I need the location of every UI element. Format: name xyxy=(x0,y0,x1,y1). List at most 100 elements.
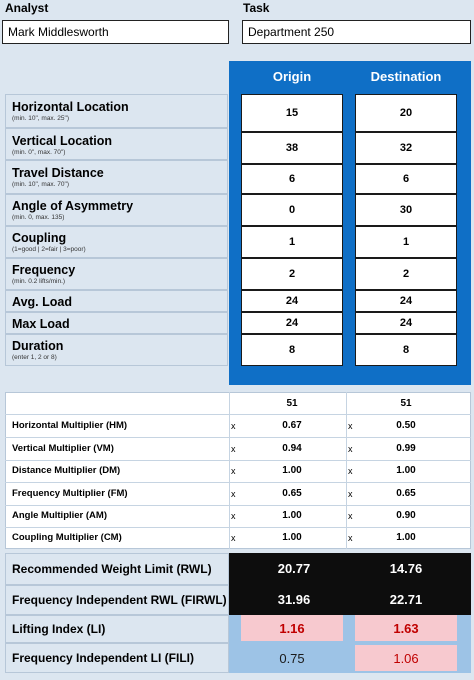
input-hint: (min. 0, max. 135) xyxy=(12,214,65,221)
origin-angle-input[interactable]: 0 xyxy=(241,194,343,226)
input-row-travel-distance: Travel Distance (min. 10", max. 70") xyxy=(5,160,228,194)
input-row-vertical-location: Vertical Location (min. 0", max. 70") xyxy=(5,128,228,160)
input-hint: (min. 0", max. 70") xyxy=(12,149,66,156)
origin-max-load-input[interactable]: 24 xyxy=(241,312,343,334)
times-sign: x xyxy=(348,421,353,431)
divider xyxy=(5,460,471,461)
origin-dm-value: 1.00 xyxy=(282,465,302,476)
input-hint: (min. 0.2 lifts/min.) xyxy=(12,278,66,285)
input-title: Frequency xyxy=(12,263,76,277)
destination-am-value: 0.90 xyxy=(396,510,416,521)
input-title: Vertical Location xyxy=(12,134,113,148)
origin-horizontal-location-input[interactable]: 15 xyxy=(241,94,343,132)
destination-firwl-value: 22.71 xyxy=(389,592,423,607)
destination-duration-input[interactable]: 8 xyxy=(355,334,457,366)
destination-cm-value: 1.00 xyxy=(396,532,416,543)
analyst-label: Analyst xyxy=(5,1,49,15)
origin-vm-value: 0.94 xyxy=(282,443,302,454)
destination-rwl-value: 14.76 xyxy=(389,561,423,576)
origin-vertical-location-input[interactable]: 38 xyxy=(241,132,343,164)
firwl-label: Frequency Independent RWL (FIRWL) xyxy=(12,593,227,607)
divider xyxy=(5,437,471,438)
firwl-label-cell xyxy=(5,585,229,615)
origin-cm-value: 1.00 xyxy=(282,532,302,543)
fili-label: Frequency Independent LI (FILI) xyxy=(12,651,195,665)
origin-rwl-value: 20.77 xyxy=(277,561,311,576)
multiplier-label-vm: Vertical Multiplier (VM) xyxy=(12,443,114,454)
input-hint: (min. 10", max. 70") xyxy=(12,181,69,188)
destination-angle-input[interactable]: 30 xyxy=(355,194,457,226)
input-hint: (min. 10", max. 25") xyxy=(12,115,69,122)
divider xyxy=(5,414,471,415)
input-title: Max Load xyxy=(12,317,70,331)
origin-li-value: 1.16 xyxy=(279,621,305,636)
fili-label-cell xyxy=(5,643,229,673)
rwl-label-cell xyxy=(5,553,229,585)
destination-horizontal-location-input[interactable]: 20 xyxy=(355,94,457,132)
times-sign: x xyxy=(231,511,236,521)
destination-load-constant: 51 xyxy=(400,398,412,409)
destination-frequency-input[interactable]: 2 xyxy=(355,258,457,290)
destination-travel-distance-input[interactable]: 6 xyxy=(355,164,457,194)
origin-travel-distance-input[interactable]: 6 xyxy=(241,164,343,194)
origin-firwl-value: 31.96 xyxy=(277,592,311,607)
origin-duration-input[interactable]: 8 xyxy=(241,334,343,366)
divider xyxy=(5,527,471,528)
origin-fili-value: 0.75 xyxy=(279,651,305,666)
multiplier-label-am: Angle Multiplier (AM) xyxy=(12,510,107,521)
origin-load-constant: 51 xyxy=(286,398,298,409)
firwl-values-cell xyxy=(229,585,471,615)
origin-coupling-input[interactable]: 1 xyxy=(241,226,343,258)
divider xyxy=(346,392,347,549)
multiplier-label-cm: Coupling Multiplier (CM) xyxy=(12,532,122,543)
destination-vertical-location-input[interactable]: 32 xyxy=(355,132,457,164)
input-row-horizontal-location: Horizontal Location (min. 10", max. 25") xyxy=(5,94,228,128)
destination-column-header: Destination xyxy=(370,69,442,84)
times-sign: x xyxy=(348,533,353,543)
li-label: Lifting Index (LI) xyxy=(12,622,106,636)
rwl-label: Recommended Weight Limit (RWL) xyxy=(12,562,212,576)
fili-destination-alert xyxy=(355,645,457,671)
task-label: Task xyxy=(243,1,270,15)
times-sign: x xyxy=(231,466,236,476)
input-row-frequency: Frequency (min. 0.2 lifts/min.) xyxy=(5,258,228,290)
multiplier-label-fm: Frequency Multiplier (FM) xyxy=(12,488,128,499)
destination-avg-load-input[interactable]: 24 xyxy=(355,290,457,312)
origin-frequency-input[interactable]: 2 xyxy=(241,258,343,290)
input-row-max-load: Max Load xyxy=(5,312,228,334)
input-title: Angle of Asymmetry xyxy=(12,199,134,213)
li-destination-alert xyxy=(355,615,457,641)
divider xyxy=(5,505,471,506)
destination-li-value: 1.63 xyxy=(393,621,419,636)
times-sign: x xyxy=(231,533,236,543)
li-label-cell xyxy=(5,615,229,643)
times-sign: x xyxy=(231,421,236,431)
task-field[interactable]: Department 250 xyxy=(242,20,471,44)
origin-avg-load-input[interactable]: 24 xyxy=(241,290,343,312)
multiplier-label-hm: Horizontal Multiplier (HM) xyxy=(12,420,128,431)
input-hint: (1=good | 2=fair | 3=poor) xyxy=(12,246,86,253)
times-sign: x xyxy=(231,489,236,499)
multiplier-label-dm: Distance Multiplier (DM) xyxy=(12,465,121,476)
input-row-coupling: Coupling (1=good | 2=fair | 3=poor) xyxy=(5,226,228,258)
divider xyxy=(5,482,471,483)
input-title: Horizontal Location xyxy=(12,100,129,114)
destination-max-load-input[interactable]: 24 xyxy=(355,312,457,334)
multiplier-table xyxy=(5,392,471,549)
analyst-field[interactable]: Mark Middlesworth xyxy=(2,20,229,44)
times-sign: x xyxy=(348,489,353,499)
input-row-avg-load: Avg. Load xyxy=(5,290,228,312)
times-sign: x xyxy=(348,466,353,476)
times-sign: x xyxy=(348,444,353,454)
input-title: Avg. Load xyxy=(12,295,72,309)
input-title: Coupling xyxy=(12,231,67,245)
input-row-duration: Duration (enter 1, 2 or 8) xyxy=(5,334,228,366)
rwl-values-cell xyxy=(229,553,471,585)
input-hint: (enter 1, 2 or 8) xyxy=(12,354,57,361)
input-row-angle-of-asymmetry: Angle of Asymmetry (min. 0, max. 135) xyxy=(5,194,228,226)
destination-coupling-input[interactable]: 1 xyxy=(355,226,457,258)
input-title: Duration xyxy=(12,339,64,353)
destination-fm-value: 0.65 xyxy=(396,488,416,499)
destination-fili-value: 1.06 xyxy=(393,651,419,666)
destination-vm-value: 0.99 xyxy=(396,443,416,454)
